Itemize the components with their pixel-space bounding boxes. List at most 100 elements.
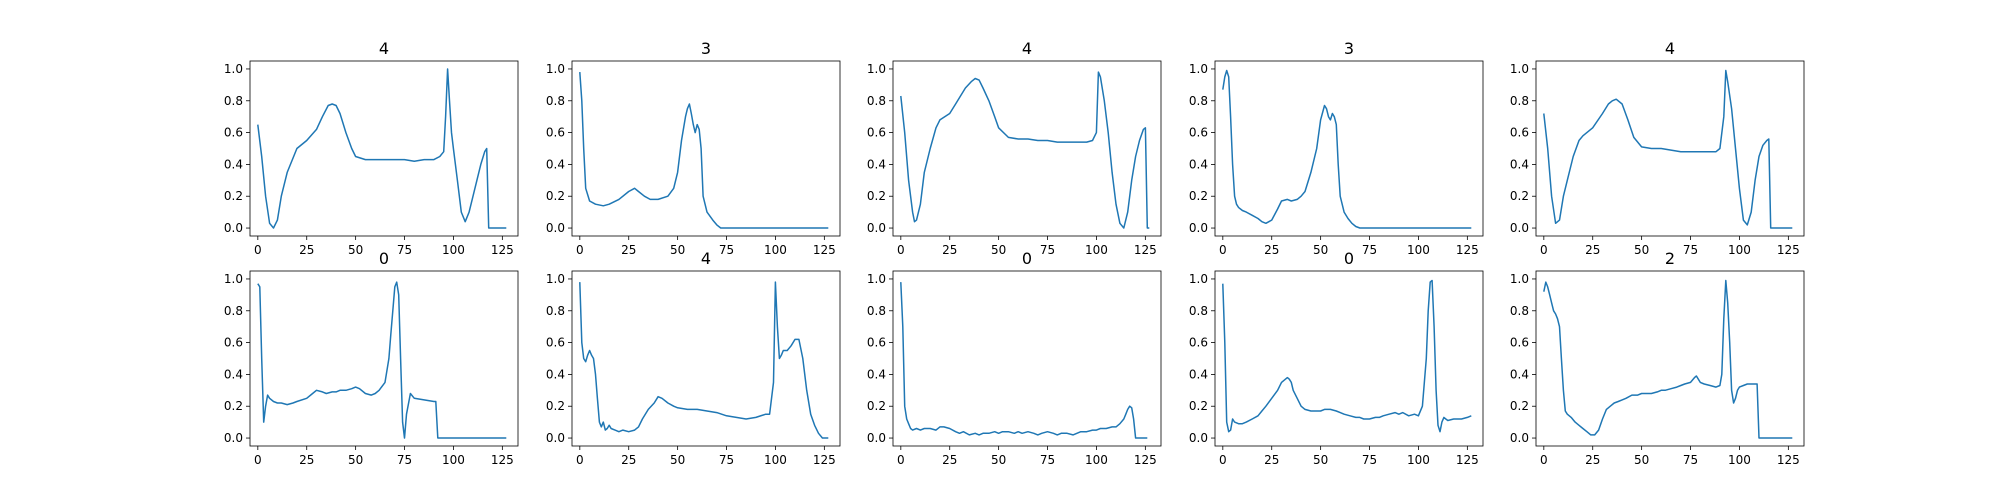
y-tick-label: 0.0 xyxy=(1510,221,1529,235)
series-line xyxy=(579,72,829,229)
x-tick-label: 50 xyxy=(670,243,685,257)
x-tick-label: 75 xyxy=(1362,453,1377,467)
x-tick-label: 0 xyxy=(576,243,584,257)
x-tick-label: 25 xyxy=(1585,243,1600,257)
series-line xyxy=(1222,279,1472,433)
series-line xyxy=(900,282,1148,439)
axes-frame xyxy=(571,270,841,447)
y-tick-label: 0.4 xyxy=(1189,367,1208,381)
y-tick-label: 1.0 xyxy=(867,272,886,286)
y-tick-label: 0.2 xyxy=(1189,399,1208,413)
x-tick-label: 0 xyxy=(897,453,905,467)
x-tick-label: 75 xyxy=(1683,453,1698,467)
x-tick-label: 75 xyxy=(719,453,734,467)
series-line xyxy=(257,281,507,439)
y-tick-label: 0.4 xyxy=(224,157,243,171)
x-tick-label: 0 xyxy=(1540,453,1548,467)
y-tick-label: 0.6 xyxy=(224,126,243,140)
x-tick-label: 50 xyxy=(1313,243,1328,257)
x-tick-label: 0 xyxy=(897,243,905,257)
x-tick-label: 50 xyxy=(670,453,685,467)
y-tick-label: 0.2 xyxy=(546,399,565,413)
subplot-2: 4 0 25 50 75 100 125 0.0 0.2 0.4 0.6 0.8 1.0 xyxy=(867,39,1162,257)
y-tick-label: 1.0 xyxy=(1510,272,1529,286)
x-tick-label: 125 xyxy=(1777,453,1800,467)
y-tick-label: 0.2 xyxy=(867,189,886,203)
subplot-6: 4 0 25 50 75 100 125 0.0 0.2 0.4 0.6 0.8 1.0 xyxy=(546,249,841,467)
y-tick-label: 0.8 xyxy=(1189,94,1208,108)
x-tick-label: 100 xyxy=(1728,453,1751,467)
axes-frame xyxy=(1535,60,1805,237)
y-tick-label: 1.0 xyxy=(546,62,565,76)
subplot-title: 3 xyxy=(701,39,711,58)
x-tick-label: 25 xyxy=(299,453,314,467)
x-tick-label: 75 xyxy=(719,243,734,257)
x-tick-label: 25 xyxy=(621,243,636,257)
subplot-title: 2 xyxy=(1665,249,1675,268)
x-tick-label: 25 xyxy=(1264,243,1279,257)
x-tick-label: 25 xyxy=(1264,453,1279,467)
x-tick-label: 0 xyxy=(1540,243,1548,257)
y-tick-label: 0.0 xyxy=(546,221,565,235)
y-tick-label: 0.4 xyxy=(867,157,886,171)
subplot-title: 4 xyxy=(1022,39,1032,58)
x-tick-label: 0 xyxy=(576,453,584,467)
subplot-5: 0 0 25 50 75 100 125 0.0 0.2 0.4 0.6 0.8 1.0 xyxy=(224,249,519,467)
x-tick-label: 0 xyxy=(1219,453,1227,467)
y-tick-label: 0.6 xyxy=(1510,336,1529,350)
subplot-title: 4 xyxy=(701,249,711,268)
x-tick-label: 0 xyxy=(1219,243,1227,257)
subplot-7: 0 0 25 50 75 100 125 0.0 0.2 0.4 0.6 0.8 1.0 xyxy=(867,249,1162,467)
y-tick-label: 0.8 xyxy=(1189,304,1208,318)
subplot-8: 0 0 25 50 75 100 125 0.0 0.2 0.4 0.6 0.8 1.0 xyxy=(1189,249,1484,467)
x-tick-label: 50 xyxy=(991,453,1006,467)
subplot-3: 3 0 25 50 75 100 125 0.0 0.2 0.4 0.6 0.8 1.0 xyxy=(1189,39,1484,257)
x-tick-label: 125 xyxy=(813,243,836,257)
x-tick-label: 100 xyxy=(1085,453,1108,467)
x-tick-label: 25 xyxy=(942,453,957,467)
y-tick-label: 0.4 xyxy=(546,157,565,171)
x-tick-label: 25 xyxy=(1585,453,1600,467)
axes-frame xyxy=(571,60,841,237)
y-tick-label: 1.0 xyxy=(867,62,886,76)
x-tick-label: 75 xyxy=(397,243,412,257)
y-tick-label: 0.0 xyxy=(224,221,243,235)
x-tick-label: 125 xyxy=(1456,453,1479,467)
y-tick-label: 0.0 xyxy=(1510,431,1529,445)
x-tick-label: 125 xyxy=(813,453,836,467)
x-tick-label: 100 xyxy=(1085,243,1108,257)
x-tick-label: 50 xyxy=(1313,453,1328,467)
y-tick-label: 0.6 xyxy=(1189,336,1208,350)
y-tick-label: 0.8 xyxy=(224,304,243,318)
y-tick-label: 0.8 xyxy=(1510,304,1529,318)
y-tick-label: 0.2 xyxy=(224,189,243,203)
x-tick-label: 50 xyxy=(348,453,363,467)
y-tick-label: 0.6 xyxy=(1510,126,1529,140)
axes-frame xyxy=(249,270,519,447)
x-tick-label: 100 xyxy=(1407,453,1430,467)
y-tick-label: 0.6 xyxy=(546,126,565,140)
x-tick-label: 125 xyxy=(491,453,514,467)
subplot-title: 4 xyxy=(379,39,389,58)
x-tick-label: 100 xyxy=(1728,243,1751,257)
y-tick-label: 0.4 xyxy=(867,367,886,381)
subplot-0: 4 0 25 50 75 100 125 0.0 0.2 0.4 0.6 0.8 1.0 xyxy=(224,39,519,257)
x-tick-label: 125 xyxy=(491,243,514,257)
series-line xyxy=(1543,279,1793,439)
x-tick-label: 75 xyxy=(397,453,412,467)
subplot-title: 4 xyxy=(1665,39,1675,58)
axes-frame xyxy=(1214,270,1484,447)
y-tick-label: 0.8 xyxy=(546,304,565,318)
series-line xyxy=(1222,69,1472,229)
axes-frame xyxy=(249,60,519,237)
y-tick-label: 0.0 xyxy=(1189,221,1208,235)
y-tick-label: 0.0 xyxy=(867,221,886,235)
y-tick-label: 0.8 xyxy=(867,94,886,108)
x-tick-label: 125 xyxy=(1134,453,1157,467)
y-tick-label: 0.8 xyxy=(224,94,243,108)
x-tick-label: 50 xyxy=(348,243,363,257)
y-tick-label: 0.2 xyxy=(546,189,565,203)
subplot-title: 0 xyxy=(1344,249,1354,268)
subplot-title: 0 xyxy=(379,249,389,268)
